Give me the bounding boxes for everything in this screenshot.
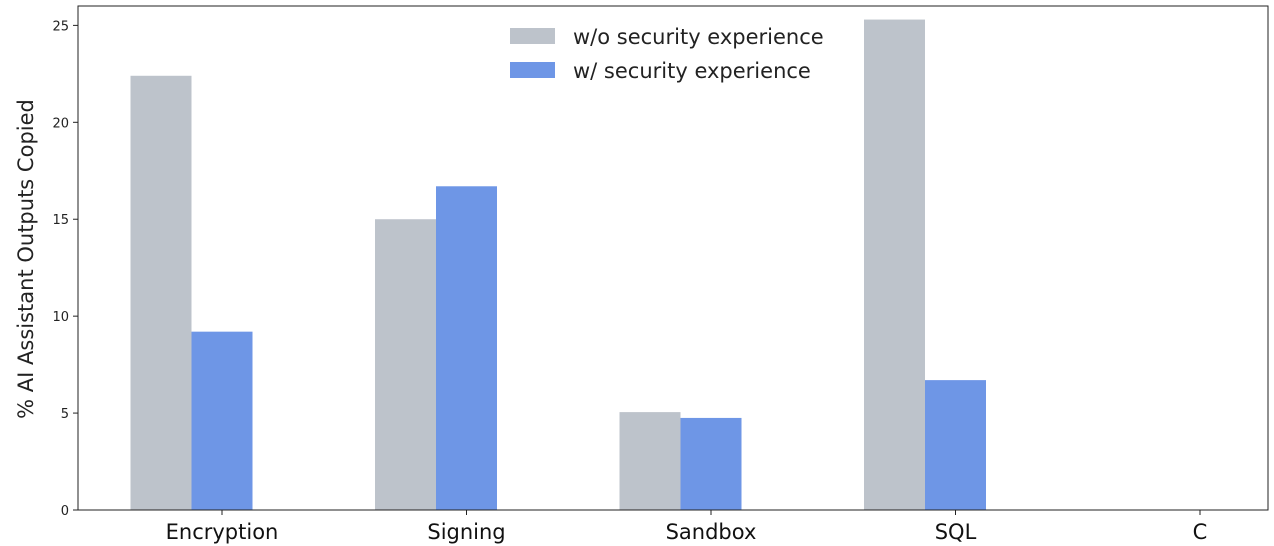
legend: w/o security experience w/ security exper… [510, 25, 824, 83]
y-tick-label: 0 [61, 504, 69, 519]
bar-sandbox-series-1 [619, 412, 681, 510]
bar-sql-series-2 [925, 380, 986, 510]
bar-sandbox-series-2 [680, 417, 742, 510]
x-tick-label-sql: SQL [935, 520, 977, 544]
x-tick-label-sandbox: Sandbox [666, 520, 757, 544]
y-tick-label: 5 [61, 407, 69, 422]
bar-signing-series-1 [375, 219, 436, 510]
axes-group [77, 5, 1269, 511]
legend-label-series-2: w/ security experience [573, 59, 811, 83]
y-tick-label: 10 [52, 310, 69, 325]
y-tick-label: 15 [52, 213, 69, 228]
plot-frame [77, 5, 1269, 511]
legend-swatch-series-2 [510, 62, 555, 78]
legend-label-series-1: w/o security experience [573, 25, 824, 49]
y-axis-label: % AI Assistant Outputs Copied [14, 99, 38, 419]
x-tick-label-c: C [1193, 520, 1208, 544]
bar-encryption-series-2 [191, 331, 253, 510]
bars-group [130, 19, 986, 511]
x-tick-label-signing: Signing [427, 520, 505, 544]
x-axis-ticks: Encryption Signing Sandbox SQL C [166, 510, 1208, 544]
y-axis-ticks: 0 5 10 15 20 25 [52, 19, 78, 519]
bar-encryption-series-1 [130, 75, 192, 511]
x-tick-label-encryption: Encryption [166, 520, 279, 544]
bar-sql-series-1 [864, 19, 925, 510]
y-tick-label: 25 [52, 19, 69, 34]
legend-swatch-series-1 [510, 28, 555, 44]
y-tick-label: 20 [52, 116, 69, 131]
bar-signing-series-2 [436, 186, 497, 510]
